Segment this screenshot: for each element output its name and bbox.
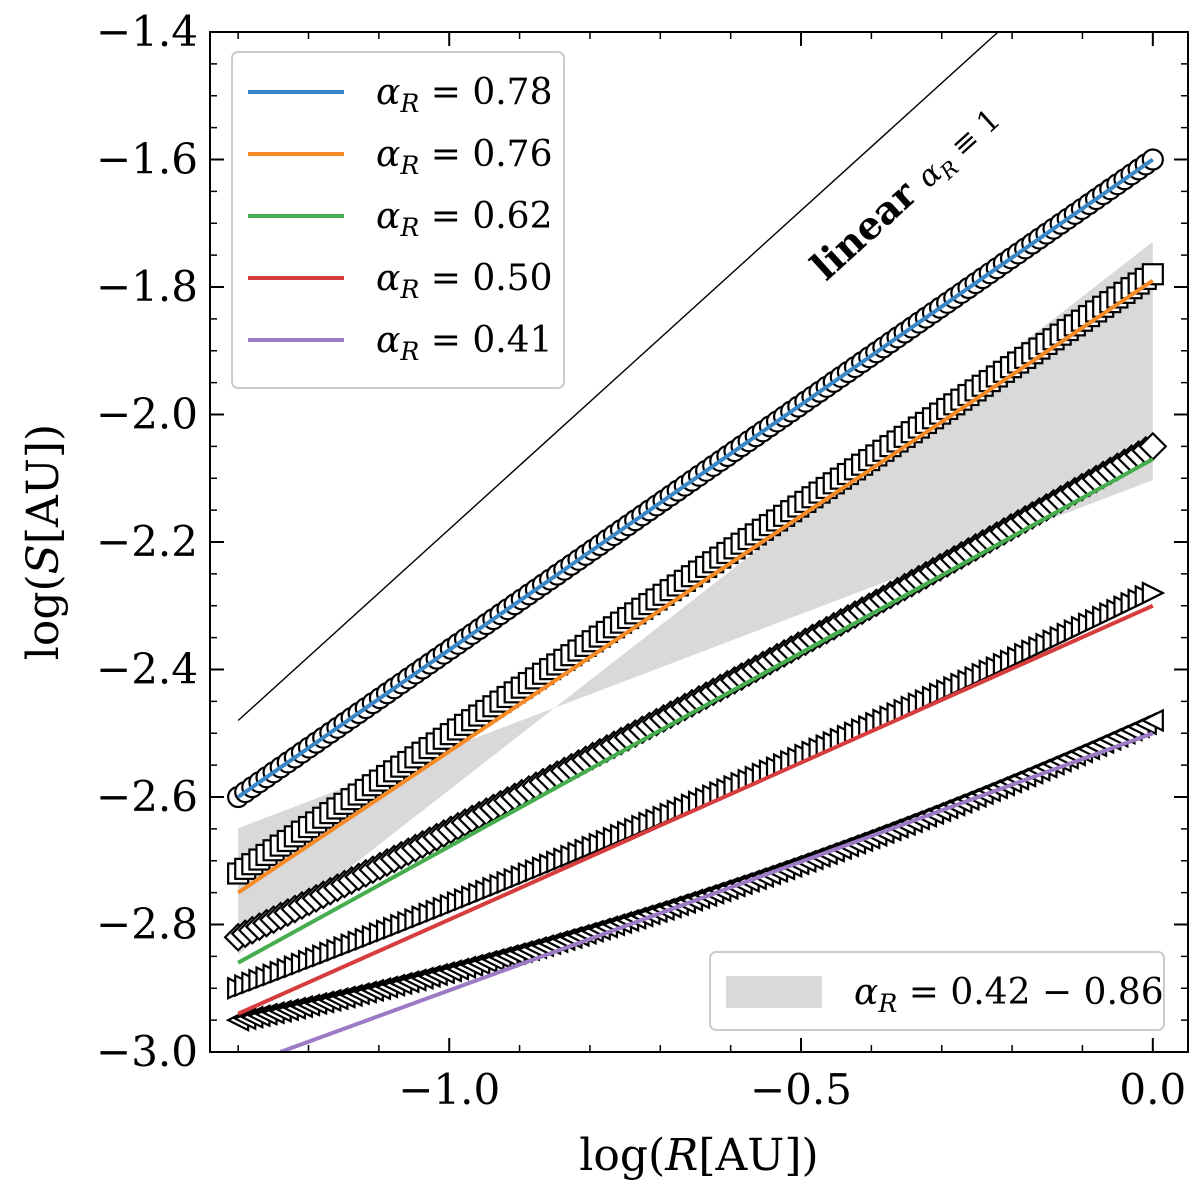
y-axis-label: log(S[AU]) [18, 424, 69, 660]
legend-label-3: αR = 0.62 [376, 196, 553, 242]
y-tick-label: −2.6 [96, 772, 198, 821]
band-legend-box [709, 951, 1165, 1031]
reference-line-layer [237, 32, 1000, 722]
legend-label-4: αR = 0.50 [376, 258, 553, 304]
x-tick-label: −0.5 [750, 1065, 852, 1114]
legend-label-5: αR = 0.41 [376, 320, 553, 366]
fit-line-4 [237, 603, 1154, 1016]
fit-lines-layer [237, 157, 1154, 1052]
data-point-triangle-right [1141, 581, 1166, 605]
annotation-layer: linear αR ≡ 1 [802, 96, 1011, 291]
annotation-linear: linear αR ≡ 1 [802, 96, 1011, 291]
marker-series-triangle-right [227, 581, 1166, 1001]
x-tick-label: 0.0 [1119, 1065, 1186, 1114]
y-tick-label: −2.2 [96, 517, 198, 566]
y-tick-label: −2.4 [96, 645, 198, 694]
legend-layer: αR = 0.78 αR = 0.76 αR = 0.62 αR = 0.50 αR =… [231, 51, 565, 389]
fit-line-3 [237, 457, 1154, 965]
fit-line-1 [237, 157, 1154, 799]
legend-label-2: αR = 0.76 [376, 134, 553, 180]
fit-line-5 [279, 731, 1154, 1052]
x-axis-label: log(R[AU]) [579, 1130, 818, 1181]
y-tick-label: −2.0 [96, 390, 198, 439]
band-legend-layer: αR = 0.42 − 0.86 [709, 951, 1165, 1031]
reference-linear-line [237, 32, 1000, 722]
band-legend-swatch [726, 976, 822, 1008]
x-tick-label: −1.0 [398, 1065, 500, 1114]
y-tick-label: −3.0 [96, 1027, 198, 1076]
legend-box [231, 51, 565, 389]
y-tick-label: −1.4 [96, 7, 198, 56]
marker-series-diamond [223, 431, 1168, 952]
y-tick-label: −2.8 [96, 900, 198, 949]
fit-line-2 [237, 278, 1154, 895]
legend-label-1: αR = 0.78 [376, 72, 553, 118]
data-point-triangle-left [1140, 708, 1164, 733]
y-tick-label: −1.8 [96, 262, 198, 311]
axes-layer: −3.0 −2.8 −2.6 −2.4 −2.2 −2.0 −1.8 −1.6 −1.4 −1.0… [96, 7, 1189, 1114]
band-legend-label: αR = 0.42 − 0.86 [854, 972, 1164, 1018]
y-tick-label: −1.6 [96, 135, 198, 184]
data-point-square [1141, 263, 1164, 286]
